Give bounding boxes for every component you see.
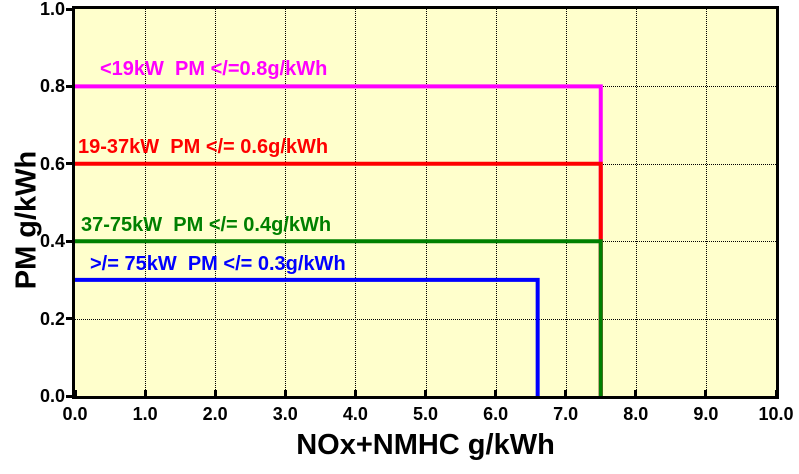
y-axis-tick (66, 239, 72, 243)
series-label-0: <19kW PM </=0.8g/kWh (100, 58, 328, 81)
x-tick-label: 3.0 (272, 404, 298, 424)
x-axis-tick (143, 390, 147, 396)
x-axis-title: NOx+NMHC g/kWh (296, 429, 555, 461)
x-tick-label: 1.0 (132, 404, 158, 424)
x-tick-label: 7.0 (553, 404, 579, 424)
x-tick-label: 9.0 (693, 404, 719, 424)
x-tick-label: 8.0 (623, 404, 649, 424)
y-axis-tick (66, 317, 72, 321)
y-tick-label: 0.6 (39, 153, 65, 174)
vertical-gridline (565, 9, 567, 396)
series-line-2 (75, 239, 603, 396)
vertical-gridline (495, 9, 497, 396)
vertical-gridline (145, 9, 147, 396)
x-axis-tick (73, 390, 77, 396)
y-tick-label: 0.2 (39, 308, 65, 329)
x-tick-label: 5.0 (412, 404, 439, 424)
x-axis-tick (353, 390, 357, 396)
vertical-gridline (635, 9, 637, 396)
x-axis-tick (634, 390, 638, 396)
x-tick-label: 6.0 (483, 404, 509, 424)
y-tick-label: 1.0 (39, 0, 65, 19)
vertical-gridline (285, 9, 287, 396)
x-axis-tick (494, 390, 498, 396)
x-tick-label: 0.0 (62, 404, 88, 424)
x-axis-tick (704, 390, 708, 396)
x-tick-label: 10.0 (758, 404, 794, 424)
y-tick-label: 0.4 (39, 231, 65, 252)
x-tick-label: 2.0 (202, 404, 228, 424)
horizontal-gridline (75, 318, 776, 320)
series-label-1: 19-37kW PM </= 0.6g/kWh (78, 135, 329, 158)
y-axis-tick (66, 162, 72, 166)
series-lines-layer (75, 84, 603, 396)
series-label-2: 37-75kW PM </= 0.4g/kWh (81, 214, 332, 237)
series-label-3: >/= 75kW PM </= 0.3g/kWh (90, 252, 346, 275)
plot-area: 0.0 1.0 2.0 3.0 4.0 5.0 6.0 7.0 8.0 9.0 10.0 0.0 0.2… (40, 0, 794, 424)
y-tick-label: 0.8 (39, 76, 65, 97)
x-axis-tick (564, 390, 568, 396)
x-axis-tick (774, 390, 778, 396)
series-line-3 (75, 277, 540, 396)
x-axis-tick (424, 390, 427, 396)
x-tick-label: 4.0 (342, 404, 368, 424)
vertical-gridline (425, 9, 427, 396)
y-axis-tick (66, 7, 72, 11)
vertical-gridline (705, 9, 707, 396)
vertical-gridline (215, 9, 217, 396)
y-axis-tick (66, 394, 72, 398)
x-axis-tick (283, 390, 287, 396)
x-axis-tick (213, 390, 217, 396)
vertical-gridline (355, 9, 357, 396)
y-tick-label: 0.0 (39, 386, 65, 406)
y-axis-tick (66, 84, 72, 88)
